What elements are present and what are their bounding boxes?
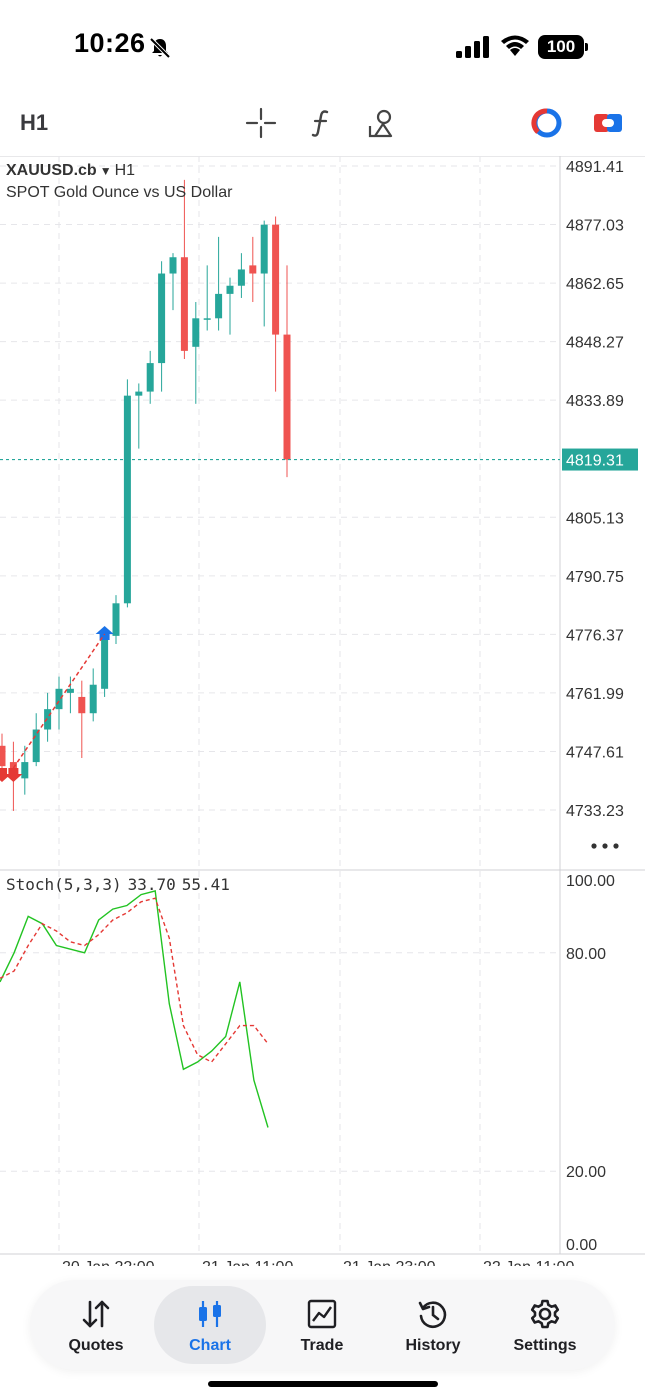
- stochastic-name: Stoch(5,3,3): [6, 875, 122, 894]
- candle-body: [44, 709, 52, 730]
- trade-icon: [307, 1299, 337, 1329]
- stoch-tick-label: 0.00: [566, 1237, 597, 1254]
- trade-connector-line: [12, 633, 106, 769]
- timeframe-button[interactable]: H1: [20, 110, 49, 135]
- nav-chart[interactable]: Chart: [154, 1286, 266, 1364]
- candle-body: [249, 265, 257, 274]
- candle-body: [215, 293, 223, 319]
- stoch-tick-label: 80.00: [566, 946, 606, 963]
- stoch-tick-label: 100.00: [566, 873, 615, 890]
- price-tick-label: 4747.61: [566, 744, 624, 761]
- candle-body: [237, 269, 245, 286]
- price-tick-label: 4805.13: [566, 510, 624, 527]
- candle-body: [272, 224, 280, 335]
- objects-icon[interactable]: [366, 106, 400, 140]
- buy-arrow-icon: [95, 626, 114, 640]
- battery-level: 100: [538, 35, 584, 59]
- current-price-label: 4819.31: [566, 453, 624, 470]
- bottom-navigation: Quotes Chart Trade History: [30, 1280, 615, 1370]
- nav-settings[interactable]: Settings: [489, 1286, 601, 1364]
- time-tick-label: 21 Jan 23:00: [343, 1259, 436, 1266]
- battery-indicator: 100: [538, 35, 588, 59]
- nav-history[interactable]: History: [377, 1286, 489, 1364]
- price-tick-label: 4833.89: [566, 393, 624, 410]
- stochastic-label: Stoch(5,3,3) 33.70 55.41: [6, 875, 236, 894]
- candle-body: [180, 257, 188, 351]
- candle-body: [146, 363, 154, 392]
- nav-trade-label: Trade: [300, 1337, 344, 1354]
- candle-body: [101, 635, 109, 689]
- nav-chart-label: Chart: [189, 1337, 231, 1354]
- home-indicator: [208, 1381, 438, 1387]
- bell-slash-icon: [149, 37, 171, 59]
- symbol-dropdown-icon[interactable]: ▼: [99, 164, 112, 178]
- symbol-name[interactable]: XAUUSD.cb: [6, 162, 97, 179]
- settings-icon: [530, 1299, 560, 1329]
- quotes-icon: [82, 1300, 110, 1328]
- candle-body: [66, 688, 74, 693]
- time-tick-label: 22 Jan 11:00: [483, 1259, 574, 1266]
- stoch-signal-line: [0, 897, 269, 1063]
- stochastic-signal-value: 55.41: [181, 875, 230, 894]
- nav-quotes-label: Quotes: [68, 1337, 124, 1354]
- time-tick-label: 20 Jan 22:00: [62, 1259, 155, 1266]
- more-icon[interactable]: [588, 836, 622, 856]
- stoch-tick-label: 20.00: [566, 1164, 606, 1181]
- candle-body: [32, 729, 40, 763]
- candle-body: [192, 318, 200, 347]
- price-tick-label: 4776.37: [566, 627, 624, 644]
- candle-body: [226, 285, 234, 294]
- symbol-header[interactable]: XAUUSD.cb ▼ H1: [6, 162, 135, 180]
- price-tick-label: 4790.75: [566, 569, 624, 586]
- status-bar: 10:26 100: [0, 0, 645, 96]
- nav-quotes[interactable]: Quotes: [40, 1286, 152, 1364]
- status-time: 10:26: [74, 28, 146, 58]
- sell-arrow-icon: [0, 768, 11, 782]
- price-tick-label: 4877.03: [566, 218, 624, 235]
- symbol-timeframe: H1: [114, 162, 136, 179]
- candle-body: [169, 257, 177, 274]
- candle-body: [283, 334, 291, 460]
- cell-signal-icon: [456, 36, 489, 58]
- time-tick-label: 21 Jan 11:00: [202, 1259, 293, 1266]
- price-tick-label: 4761.99: [566, 686, 624, 703]
- nav-settings-label: Settings: [513, 1337, 577, 1354]
- symbol-description: SPOT Gold Ounce vs US Dollar: [6, 184, 233, 201]
- wifi-icon: [501, 35, 529, 56]
- current-price-badge: [562, 448, 638, 471]
- candle-body: [21, 762, 29, 779]
- candle-body: [158, 273, 166, 364]
- broker-icon[interactable]: [530, 106, 564, 140]
- crosshair-icon[interactable]: [244, 106, 278, 140]
- price-tick-label: 4733.23: [566, 803, 624, 820]
- history-icon: [418, 1301, 447, 1329]
- candle-body: [203, 318, 211, 320]
- candle-body: [135, 391, 143, 396]
- chart-area[interactable]: 4891.41 4877.03 4862.65 4848.27 4833.89 4805.…: [0, 156, 645, 1266]
- stochastic-main-value: 33.70: [127, 875, 176, 894]
- indicators-icon[interactable]: [305, 106, 339, 140]
- nav-trade[interactable]: Trade: [266, 1286, 378, 1364]
- sell-arrow-icon: [4, 768, 23, 782]
- price-chart[interactable]: 4891.41 4877.03 4862.65 4848.27 4833.89 4805.…: [0, 156, 645, 1266]
- nav-history-label: History: [405, 1337, 461, 1354]
- account-icon[interactable]: [591, 106, 625, 140]
- candle-body: [78, 696, 86, 714]
- stoch-main-line: [0, 890, 269, 1128]
- candle-body: [260, 224, 268, 274]
- chart-icon: [199, 1301, 221, 1327]
- price-tick-label: 4862.65: [566, 276, 624, 293]
- candle-body: [55, 688, 63, 710]
- price-tick-label: 4848.27: [566, 335, 624, 352]
- candle-body: [112, 603, 120, 636]
- candle-body: [0, 745, 6, 767]
- price-tick-label: 4891.41: [566, 159, 624, 176]
- candle-body: [89, 684, 97, 714]
- candle-body: [123, 395, 131, 604]
- chart-toolbar: H1: [0, 96, 645, 154]
